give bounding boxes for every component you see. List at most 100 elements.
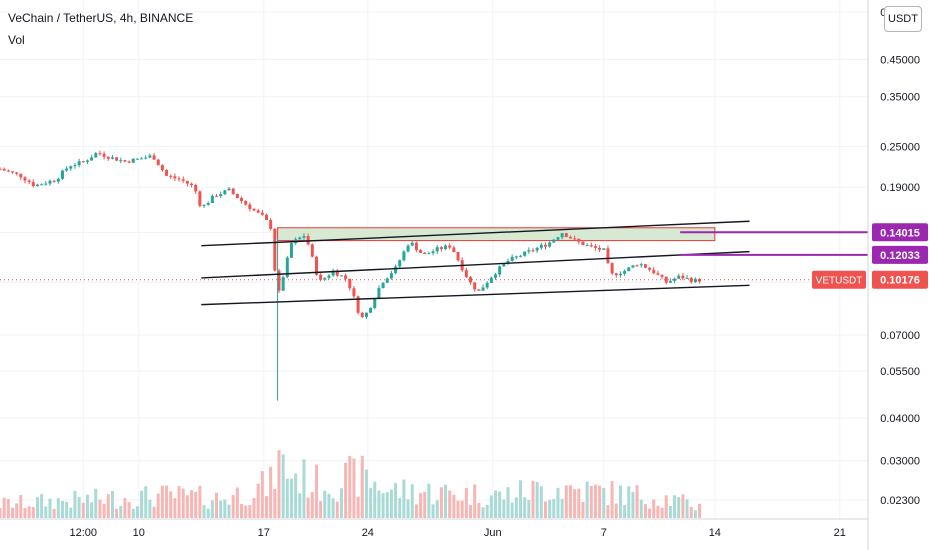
- price-tick-label: 0.25000: [880, 142, 920, 154]
- candle-body: [148, 155, 152, 158]
- candle-body: [573, 238, 577, 240]
- candle-body: [593, 246, 597, 248]
- volume-bar: [623, 505, 627, 518]
- candle-body: [435, 247, 439, 252]
- candle-body: [614, 273, 618, 276]
- volume-bar: [531, 480, 535, 518]
- candle-body: [19, 173, 23, 178]
- trend-line: [201, 284, 750, 306]
- candle-body: [319, 274, 323, 280]
- candle-body: [302, 236, 306, 238]
- horizontal-levels: [0, 231, 868, 281]
- candle-body: [123, 160, 127, 162]
- candle-body: [235, 193, 239, 199]
- volume-bar: [48, 498, 52, 518]
- candle-body: [402, 251, 406, 261]
- candle-body: [85, 160, 89, 162]
- candle-body: [356, 296, 360, 313]
- volume-bar: [535, 482, 539, 518]
- volume-bar: [677, 497, 681, 518]
- candle-body: [240, 198, 244, 201]
- candle-body: [169, 175, 173, 177]
- volume-bar: [81, 502, 85, 518]
- candle-body: [177, 178, 181, 180]
- volume-bar: [423, 491, 427, 518]
- level-price-tag: [872, 245, 928, 264]
- currency-button[interactable]: USDT: [884, 6, 922, 32]
- candle-body: [698, 278, 702, 282]
- symbol-tag-label: VETUSDT: [816, 276, 863, 287]
- candle-body: [652, 269, 656, 274]
- candle-body: [494, 274, 498, 278]
- candle-body: [623, 271, 627, 274]
- candle-body: [673, 278, 677, 281]
- candle-body: [185, 180, 189, 184]
- volume-bar: [264, 496, 268, 518]
- volume-bar: [252, 497, 256, 518]
- volume-bar: [602, 488, 606, 518]
- candle-body: [227, 188, 231, 191]
- candle-body: [344, 275, 348, 279]
- candle-body: [689, 277, 693, 283]
- candle-body: [639, 264, 643, 266]
- volume-bar: [373, 481, 377, 518]
- volume-bar: [556, 487, 560, 518]
- volume-bars: [0, 450, 702, 518]
- candle-body: [348, 278, 352, 289]
- candle-body: [73, 165, 77, 167]
- volume-bar: [573, 489, 577, 518]
- candle-body: [40, 184, 44, 186]
- candle-body: [552, 239, 556, 243]
- price-tick-label: 0.04000: [880, 413, 920, 425]
- volume-bar: [585, 481, 589, 518]
- candle-body: [244, 200, 248, 205]
- volume-bar: [693, 510, 697, 518]
- volume-bar: [460, 500, 464, 518]
- candle-body: [2, 168, 6, 171]
- candle-body: [202, 204, 206, 206]
- candle-body: [410, 242, 414, 246]
- volume-indicator-label[interactable]: Vol: [8, 33, 25, 47]
- volume-bar: [19, 494, 23, 518]
- candle-body: [110, 157, 114, 159]
- volume-bar: [360, 455, 364, 518]
- candle-body: [585, 245, 589, 247]
- level-price-label: 0.14015: [880, 227, 920, 239]
- volume-bar: [581, 501, 585, 518]
- volume-bar: [144, 486, 148, 518]
- volume-bar: [419, 493, 423, 518]
- volume-bar: [194, 491, 198, 518]
- candle-body: [352, 288, 356, 297]
- volume-bar: [123, 497, 127, 518]
- time-axis: 12:00 10 17 24 Jun 7 14 21: [70, 527, 846, 539]
- candle-body: [660, 274, 664, 277]
- volume-bar: [131, 508, 135, 518]
- candle-body: [23, 177, 27, 181]
- volume-bar: [206, 508, 210, 518]
- candle-body: [310, 244, 314, 257]
- volume-bar: [469, 505, 473, 518]
- candle-body: [510, 256, 514, 261]
- candle-body: [581, 241, 585, 246]
- current-price-label: 0.10176: [880, 275, 920, 287]
- candle-body: [327, 275, 331, 278]
- candle-body: [489, 277, 493, 283]
- volume-bar: [593, 484, 597, 518]
- volume-bar: [369, 488, 373, 518]
- volume-bar: [618, 485, 622, 518]
- volume-bar: [319, 501, 323, 518]
- volume-bar: [260, 471, 264, 518]
- current-price-tag: [872, 270, 928, 289]
- price-tick-label: 0.05500: [880, 366, 920, 378]
- volume-bar: [73, 490, 77, 518]
- volume-bar: [344, 462, 348, 518]
- volume-bar: [681, 494, 685, 518]
- candle-body: [389, 273, 393, 279]
- volume-bar: [389, 489, 393, 518]
- candle-body: [664, 276, 668, 283]
- volume-bar: [598, 485, 602, 518]
- volume-bar: [498, 491, 502, 518]
- candle-body: [548, 242, 552, 247]
- candle-body: [618, 273, 622, 276]
